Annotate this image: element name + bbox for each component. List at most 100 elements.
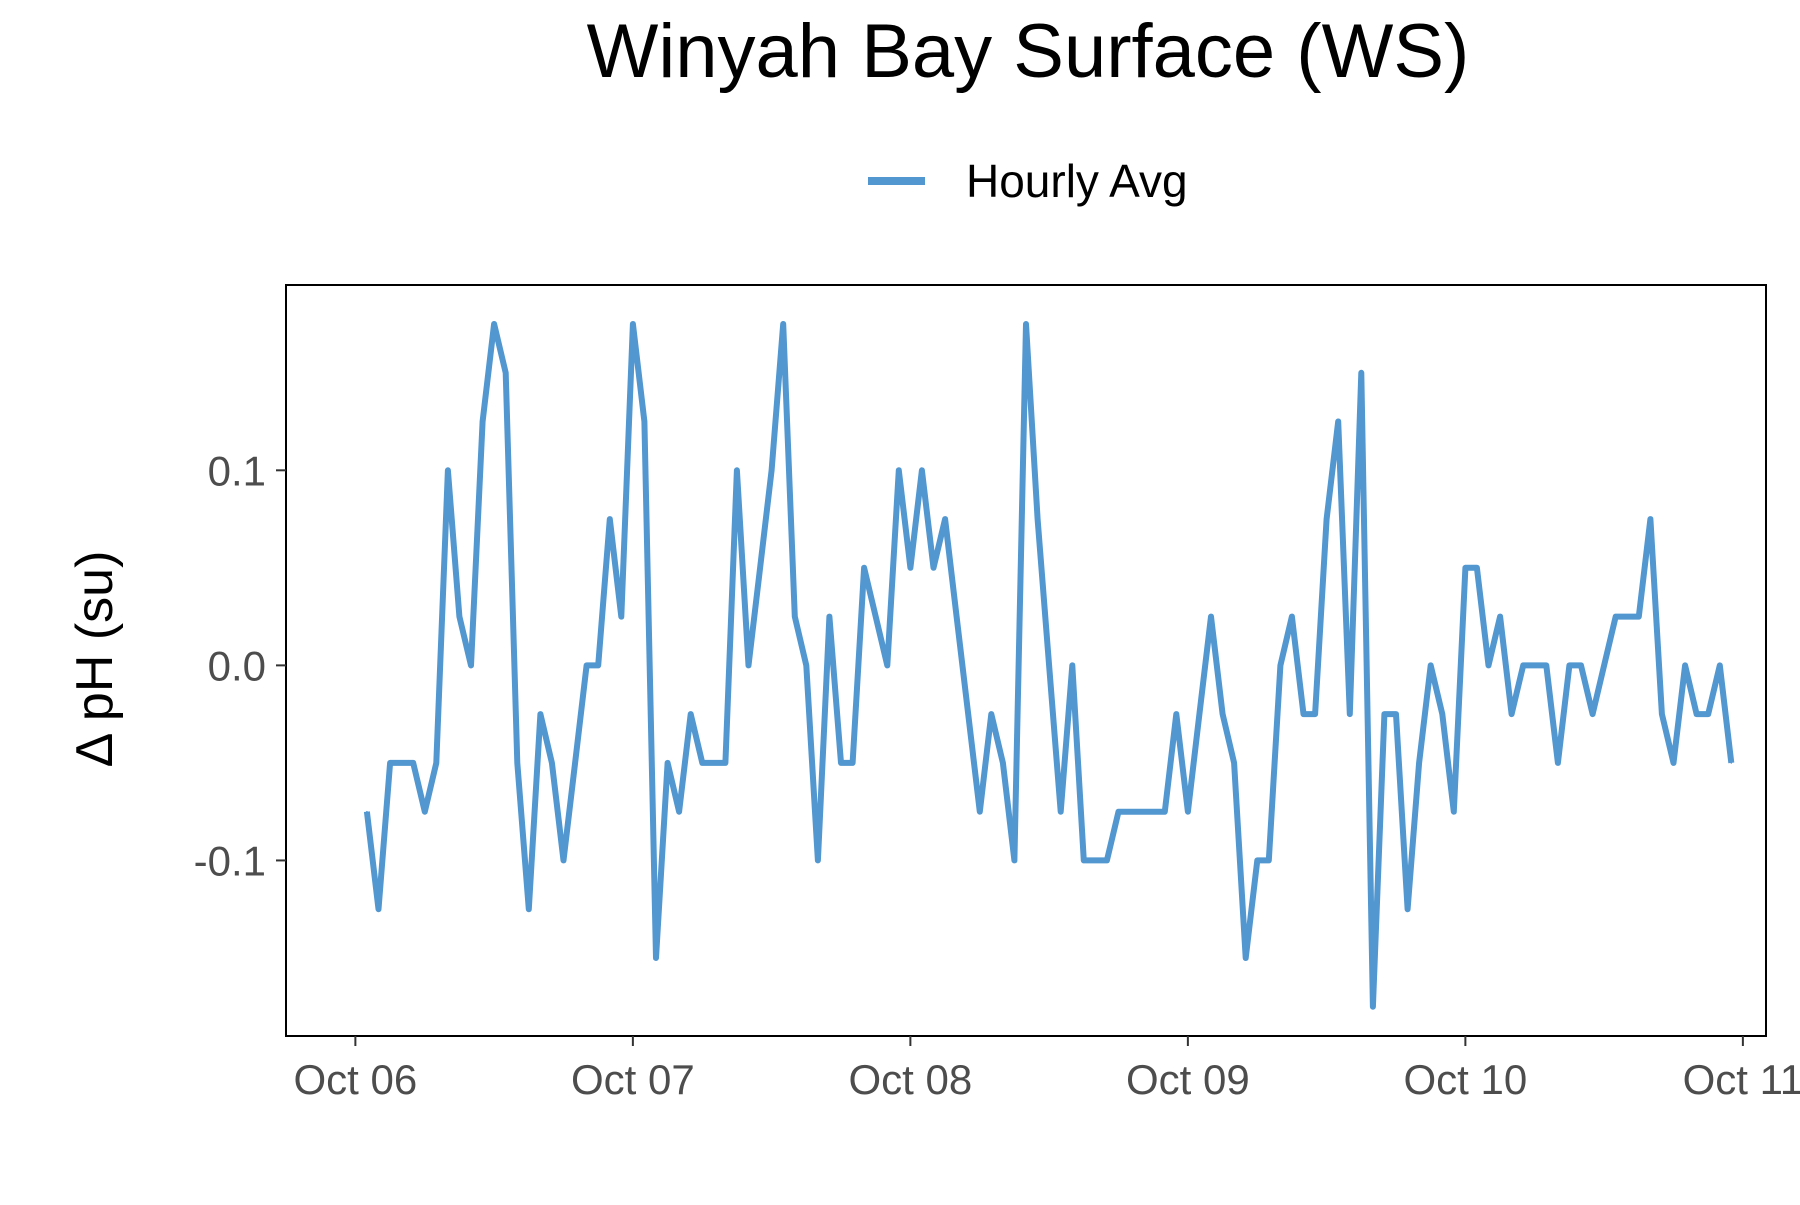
legend-label: Hourly Avg xyxy=(966,155,1188,207)
y-tick-label: 0.0 xyxy=(208,642,266,689)
y-axis-ticks: -0.1 0.0 0.1 xyxy=(194,447,286,884)
data-point xyxy=(1164,810,1166,813)
series-layer xyxy=(363,321,1735,1010)
data-point xyxy=(1510,713,1513,715)
data-point xyxy=(1256,859,1259,862)
data-point xyxy=(1487,664,1490,667)
data-point xyxy=(1059,810,1062,813)
x-tick-label: Oct 10 xyxy=(1404,1056,1528,1103)
y-axis-title: Δ pH (su) xyxy=(66,551,124,768)
y-tick-label: 0.1 xyxy=(208,447,266,494)
data-point xyxy=(412,762,415,764)
data-point xyxy=(562,859,565,862)
data-point xyxy=(713,762,715,764)
data-point xyxy=(886,664,889,667)
data-point xyxy=(1152,810,1154,813)
data-point xyxy=(609,518,611,520)
data-point xyxy=(1383,713,1386,715)
data-point xyxy=(1626,615,1629,618)
data-point xyxy=(389,762,391,764)
data-point xyxy=(447,469,449,472)
data-point xyxy=(1395,713,1397,715)
data-point xyxy=(967,713,969,715)
data-point xyxy=(470,664,472,667)
data-point xyxy=(1291,615,1293,618)
data-point xyxy=(944,518,946,520)
data-point xyxy=(1429,664,1432,667)
data-point xyxy=(1580,664,1582,667)
data-point xyxy=(1603,664,1605,667)
data-point xyxy=(828,615,831,618)
data-point xyxy=(874,615,877,618)
data-point xyxy=(1476,567,1478,569)
data-point xyxy=(678,810,680,813)
data-point xyxy=(1048,664,1050,667)
data-point xyxy=(689,713,692,715)
data-point xyxy=(932,567,935,569)
data-point xyxy=(794,615,796,618)
plot-panel xyxy=(285,284,1767,1037)
data-point xyxy=(574,762,576,764)
data-point xyxy=(424,810,426,813)
data-point xyxy=(1210,615,1212,618)
data-point xyxy=(979,810,981,813)
data-point xyxy=(1036,518,1039,520)
data-point xyxy=(1071,664,1074,667)
data-point xyxy=(1499,615,1501,618)
data-point xyxy=(481,420,484,423)
data-point xyxy=(1140,810,1143,813)
series-points xyxy=(366,323,1733,1008)
data-point xyxy=(817,859,819,862)
data-point xyxy=(377,908,380,910)
data-point xyxy=(1661,713,1663,715)
data-point xyxy=(1707,713,1709,715)
data-point xyxy=(1002,762,1004,764)
data-point xyxy=(1279,664,1282,667)
data-point xyxy=(1117,810,1120,813)
data-point xyxy=(551,762,553,764)
data-point xyxy=(909,567,912,569)
data-point xyxy=(759,567,761,569)
data-point xyxy=(1441,713,1444,715)
data-point xyxy=(1638,615,1640,618)
x-tick-label: Oct 06 xyxy=(294,1056,418,1103)
data-point xyxy=(1464,567,1467,569)
data-point xyxy=(1453,810,1455,813)
data-point xyxy=(724,762,727,764)
data-point xyxy=(1221,713,1224,715)
data-point xyxy=(921,469,923,472)
data-point xyxy=(1406,908,1409,910)
data-point xyxy=(1372,1005,1374,1008)
data-point xyxy=(1591,713,1594,715)
data-point xyxy=(770,469,773,472)
data-point xyxy=(898,469,900,472)
x-axis-ticks: Oct 06 Oct 07 Oct 08 Oct 09 Oct 10 Oct 11 xyxy=(294,1036,1800,1103)
data-point xyxy=(1025,323,1027,325)
data-point xyxy=(597,664,599,667)
data-point xyxy=(435,762,438,764)
data-point xyxy=(528,908,530,910)
data-point xyxy=(493,323,495,325)
data-point xyxy=(1649,518,1652,520)
data-point xyxy=(1695,713,1698,715)
data-point xyxy=(1175,713,1178,715)
data-point xyxy=(643,420,646,423)
data-point xyxy=(1233,762,1235,764)
data-point xyxy=(1557,762,1559,764)
x-tick-label: Oct 08 xyxy=(849,1056,973,1103)
data-point xyxy=(736,469,738,472)
data-point xyxy=(840,762,842,764)
x-tick-label: Oct 07 xyxy=(571,1056,695,1103)
data-point xyxy=(1129,810,1131,813)
x-tick-label: Oct 11 xyxy=(1683,1056,1800,1103)
data-point xyxy=(1302,713,1305,715)
data-point xyxy=(1719,664,1721,667)
data-point xyxy=(366,810,368,813)
data-point xyxy=(1244,957,1247,959)
data-point xyxy=(1094,859,1097,862)
data-point xyxy=(1522,664,1524,667)
x-tick-label: Oct 09 xyxy=(1126,1056,1250,1103)
data-point xyxy=(747,664,750,667)
data-point xyxy=(666,762,669,764)
